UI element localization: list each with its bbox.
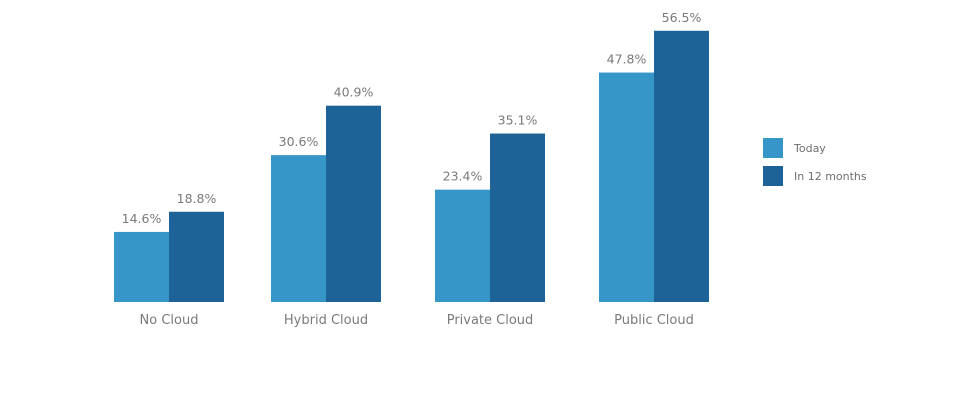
bar-no-cloud-today — [114, 231, 169, 302]
legend-label-today: Today — [793, 142, 826, 155]
category-label-hybrid-cloud: Hybrid Cloud — [284, 313, 368, 328]
legend-item-today: Today — [763, 138, 826, 158]
value-label-no-cloud-today: 14.6% — [122, 211, 162, 226]
legend-swatch-in-12-months — [763, 166, 783, 186]
legend-item-in-12-months: In 12 months — [763, 166, 867, 186]
value-label-private-cloud-in-12-months: 35.1% — [498, 113, 538, 128]
bar-private-cloud-today — [435, 189, 490, 302]
legend-label-in-12-months: In 12 months — [794, 170, 867, 183]
category-label-no-cloud: No Cloud — [140, 313, 199, 328]
bar-no-cloud-in-12-months — [169, 211, 224, 302]
value-label-hybrid-cloud-today: 30.6% — [279, 134, 319, 149]
bar-private-cloud-in-12-months — [490, 133, 545, 302]
category-label-private-cloud: Private Cloud — [447, 313, 534, 328]
category-label-public-cloud: Public Cloud — [614, 313, 694, 328]
bar-hybrid-cloud-in-12-months — [326, 105, 381, 303]
value-label-public-cloud-today: 47.8% — [607, 52, 647, 67]
bar-public-cloud-today — [599, 72, 654, 302]
value-labels-layer: 14.6% 18.8% 30.6% 40.9% 23.4% 35.1% 47.8% 56.5% — [122, 10, 702, 226]
legend-swatch-today — [763, 138, 783, 158]
value-label-public-cloud-in-12-months: 56.5% — [662, 10, 702, 25]
legend: Today In 12 months — [763, 138, 867, 186]
category-labels-layer: No Cloud Hybrid Cloud Private Cloud Public … — [140, 313, 694, 328]
value-label-hybrid-cloud-in-12-months: 40.9% — [334, 85, 374, 100]
value-label-no-cloud-in-12-months: 18.8% — [177, 191, 217, 206]
bars-layer — [114, 30, 709, 303]
bar-public-cloud-in-12-months — [654, 30, 709, 303]
value-label-private-cloud-today: 23.4% — [443, 169, 483, 184]
bar-hybrid-cloud-today — [271, 155, 326, 302]
